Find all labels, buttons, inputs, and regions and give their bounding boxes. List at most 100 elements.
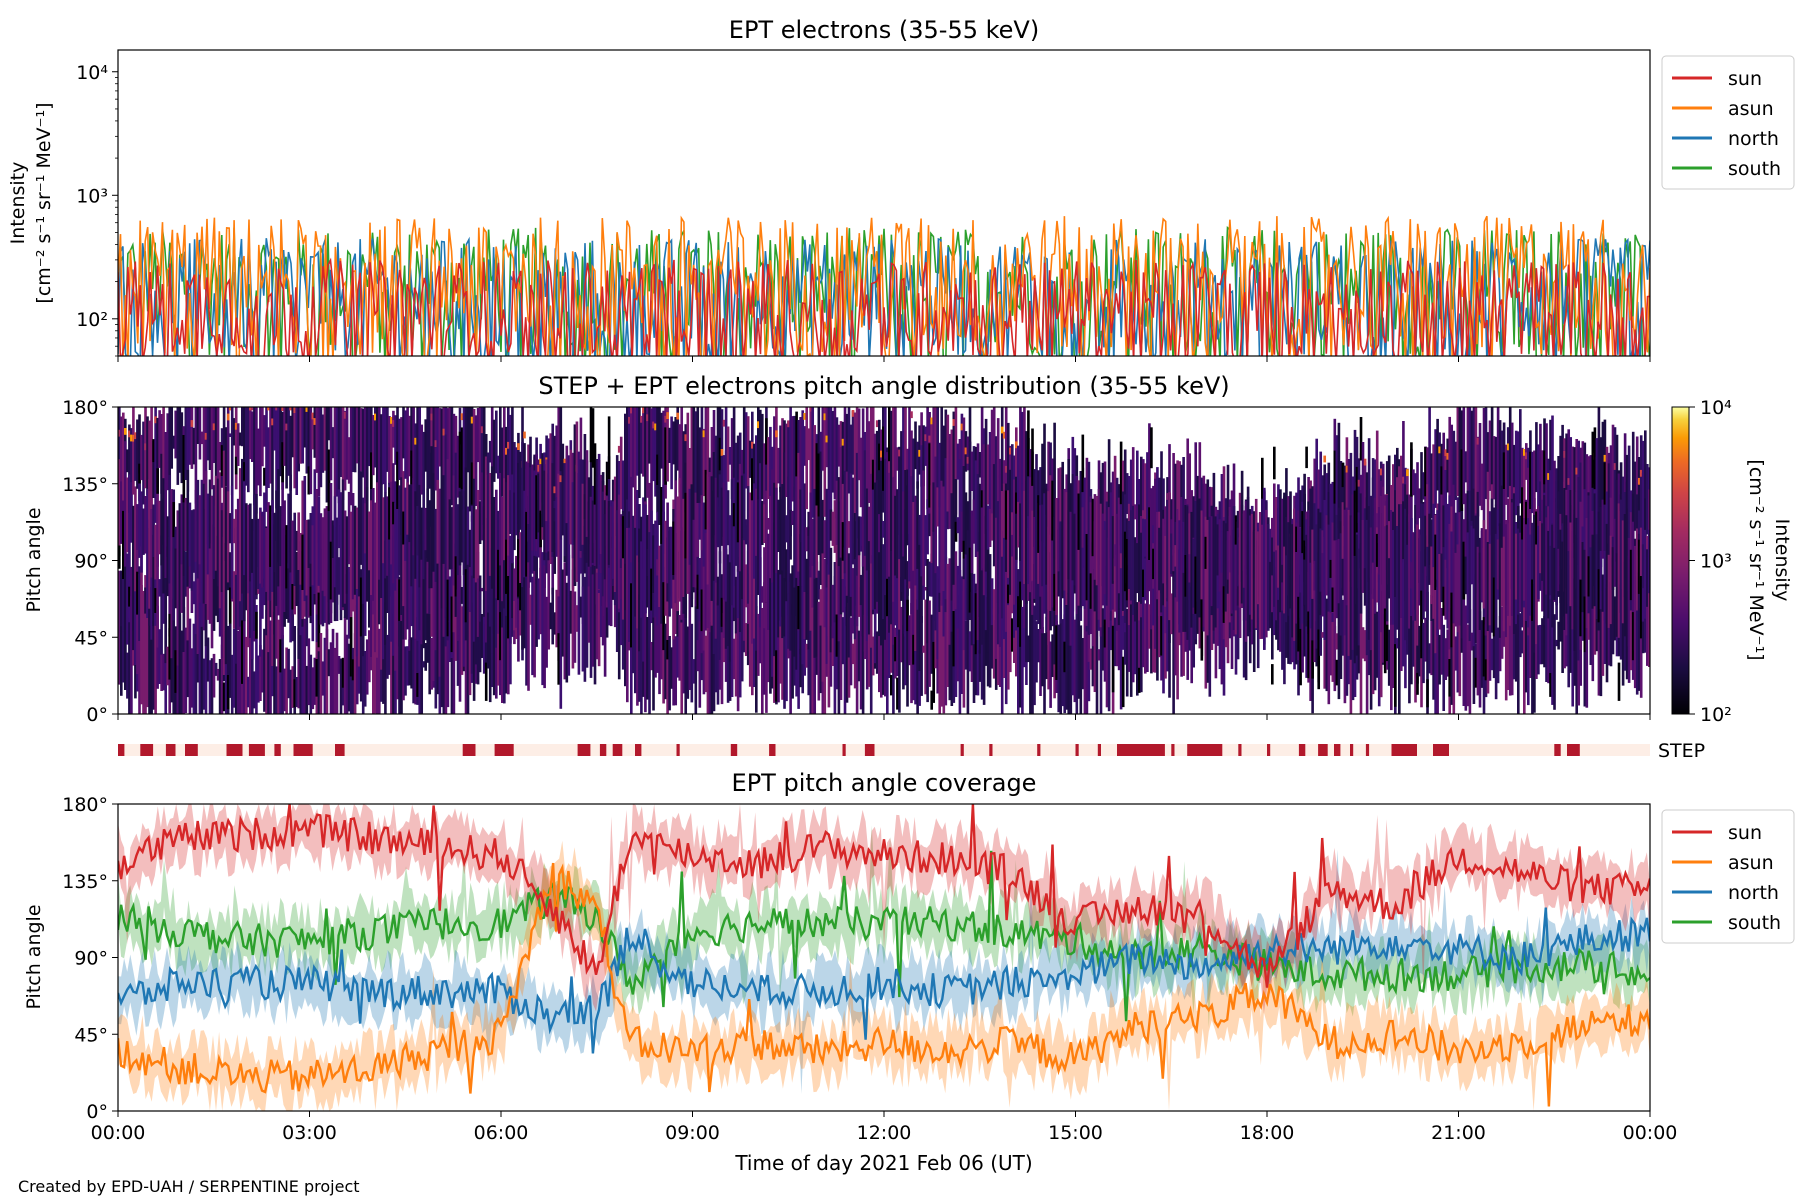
heatmap-cell	[1061, 619, 1065, 707]
heatmap-cell-hot	[285, 423, 288, 431]
heatmap-cell	[1222, 520, 1226, 613]
heatmap-cell	[1385, 624, 1389, 662]
heatmap-cell	[1234, 537, 1238, 611]
heatmap-cell	[1013, 479, 1016, 605]
heatmap-cell	[930, 553, 934, 597]
heatmap-cell	[1071, 474, 1075, 581]
heatmap-cell	[309, 654, 313, 714]
heatmap-cell	[954, 521, 958, 542]
heatmap-cell	[867, 506, 871, 542]
heatmap-cell	[1637, 510, 1641, 556]
heatmap-cell	[797, 452, 800, 572]
heatmap-cell	[1500, 606, 1504, 659]
heatmap-cell	[450, 507, 454, 570]
heatmap-cell	[297, 557, 301, 659]
heatmap-cell	[988, 554, 992, 639]
heatmap-cell	[396, 451, 399, 509]
heatmap-cell	[964, 492, 968, 555]
heatmap-cell	[845, 471, 849, 596]
heatmap-cell	[1444, 638, 1448, 680]
heatmap-cell	[1363, 630, 1367, 662]
heatmap-cell	[1583, 596, 1587, 653]
heatmap-cell	[1121, 656, 1125, 708]
heatmap-cell	[549, 602, 553, 630]
heatmap-cell-hot	[684, 434, 688, 442]
heatmap-cell	[192, 581, 196, 605]
colorbar-tick-label: 10³	[1700, 551, 1732, 573]
heatmap-cell-hot	[952, 419, 956, 426]
heatmap-cell	[865, 536, 869, 641]
heatmap-cell-hot	[275, 407, 278, 411]
series-asun-band	[118, 840, 1650, 1111]
heatmap-cell	[1644, 529, 1647, 619]
heatmap-cell	[299, 628, 303, 714]
heatmap-cell	[896, 598, 899, 676]
heatmap-cell	[896, 447, 899, 471]
heatmap-cell	[1144, 603, 1147, 674]
heatmap-cell	[1043, 423, 1046, 543]
heatmap-cell	[402, 511, 405, 545]
heatmap-cell	[378, 628, 381, 714]
heatmap-cell	[980, 407, 984, 502]
heatmap-cell	[793, 486, 796, 588]
heatmap-cell	[932, 523, 936, 650]
heatmap-cell	[1301, 501, 1304, 624]
heatmap-cell	[236, 630, 240, 714]
heatmap-cell	[150, 587, 153, 714]
heatmap-cell	[1367, 438, 1371, 570]
heatmap-cell	[1426, 591, 1429, 714]
heatmap-cell	[672, 521, 675, 575]
heatmap-cell	[1428, 643, 1431, 674]
heatmap-cell	[984, 611, 988, 666]
heatmap-cell	[222, 536, 226, 675]
heatmap-cell	[841, 553, 845, 613]
heatmap-cell	[442, 407, 446, 497]
heatmap-cell	[1031, 510, 1034, 581]
heatmap-cell	[315, 489, 319, 615]
heatmap-cell	[1488, 543, 1492, 626]
heatmap-cell	[1277, 484, 1280, 600]
heatmap-cell	[410, 637, 413, 689]
heatmap-cell	[321, 517, 325, 591]
heatmap-cell	[1623, 514, 1627, 637]
heatmap-cell	[702, 428, 706, 497]
heatmap-cell	[428, 407, 432, 489]
heatmap-cell	[748, 440, 752, 478]
heatmap-cell	[454, 452, 458, 571]
heatmap-cell	[1273, 446, 1276, 480]
heatmap-cell	[1617, 662, 1621, 701]
heatmap-cell	[1394, 490, 1397, 587]
heatmap-cell	[295, 677, 299, 708]
heatmap-cell	[422, 661, 426, 668]
step-interval	[494, 744, 514, 756]
heatmap-cell	[275, 490, 278, 606]
heatmap-cell	[390, 423, 393, 488]
colorbar-tick-label: 10²	[1700, 704, 1732, 726]
heatmap-cell	[1351, 476, 1355, 510]
heatmap-cell	[243, 462, 246, 481]
heatmap-cell	[857, 516, 861, 556]
heatmap-cell	[365, 407, 369, 501]
heatmap-cell	[470, 505, 474, 576]
heatmap-cell	[1043, 493, 1046, 591]
heatmap-cell	[833, 562, 837, 623]
step-interval	[1391, 744, 1417, 756]
heatmap-cell	[1442, 505, 1446, 587]
heatmap-cell	[339, 492, 343, 610]
heatmap-cell	[505, 539, 508, 594]
heatmap-cell	[122, 550, 125, 632]
heatmap-cell	[878, 443, 881, 471]
heatmap-cell	[1017, 569, 1020, 621]
heatmap-cell	[591, 408, 595, 468]
heatmap-cell	[684, 600, 688, 714]
heatmap-cell	[978, 650, 982, 682]
heatmap-cell	[626, 407, 629, 522]
heatmap-cell	[1517, 580, 1520, 714]
heatmap-cell-hot	[880, 450, 883, 458]
heatmap-cell	[1313, 582, 1317, 663]
heatmap-cell	[214, 475, 218, 571]
heatmap-cell	[1462, 407, 1466, 505]
heatmap-cell	[428, 588, 432, 695]
heatmap-cell	[424, 643, 428, 671]
heatmap-cell	[1285, 555, 1288, 623]
